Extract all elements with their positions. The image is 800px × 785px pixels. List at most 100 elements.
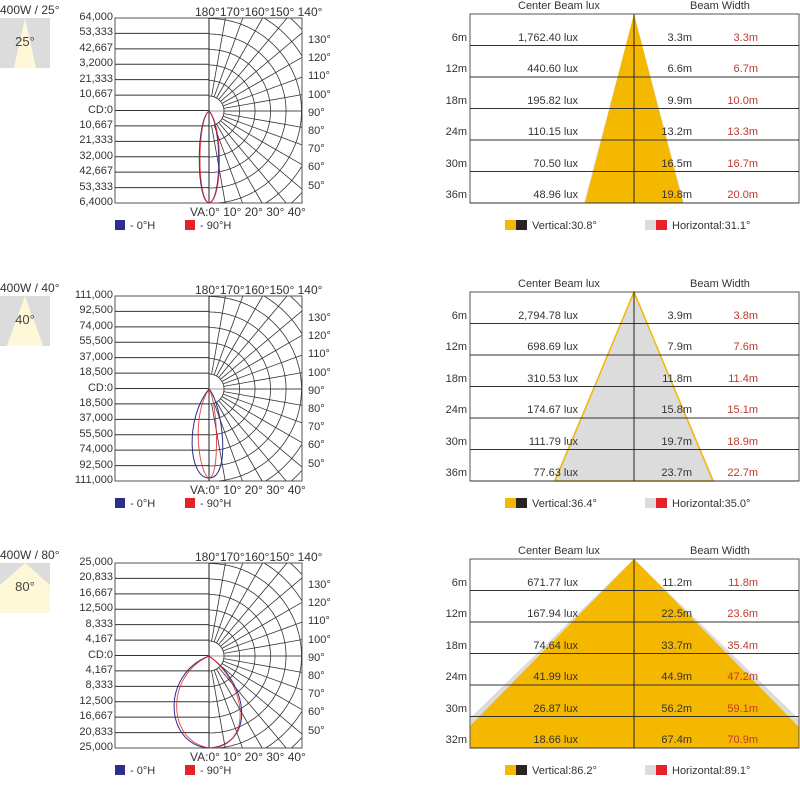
polar-spoke <box>221 601 303 649</box>
polar-spoke <box>221 396 303 444</box>
row-horizontal-width: 22.7m <box>727 467 758 479</box>
polar-spoke <box>218 122 287 204</box>
legend-swatch-90h <box>185 765 195 775</box>
polar-angle-label: 90° <box>308 651 325 664</box>
row-horizontal-width: 3.3m <box>733 31 758 44</box>
row-horizontal-width: 11.8m <box>728 576 758 589</box>
polar-spoke <box>216 123 263 204</box>
row-distance: 30m <box>445 435 467 448</box>
polar-angle-label: 100° <box>308 88 331 101</box>
row-horizontal-width: 35.4m <box>727 639 758 652</box>
legend-label-90h: - 90°H <box>200 498 232 510</box>
cd-tick-label: 18,500 <box>79 366 113 379</box>
row-center-lux: 74.64 lux <box>533 639 578 652</box>
row-center-lux: 698.69 lux <box>527 341 578 353</box>
polar-ring <box>290 18 302 204</box>
swatch-vertical-dark <box>516 220 527 230</box>
row-distance: 36m <box>445 189 467 201</box>
cd-tick-label: 10,667 <box>79 88 113 101</box>
cd-tick-label: 12,500 <box>79 694 113 707</box>
polar-angle-label: 110° <box>308 615 330 628</box>
polar-angle-label: 80° <box>308 125 325 137</box>
row-center-lux: 671.77 lux <box>527 576 578 589</box>
row-center-lux: 110.15 lux <box>528 126 578 138</box>
swatch-horizontal-accent <box>656 220 667 230</box>
legend-label-90h: - 90°H <box>200 765 232 777</box>
polar-spoke <box>211 562 226 642</box>
polar-angle-label: 130° <box>308 312 331 324</box>
polar-spoke <box>222 621 303 652</box>
polar-spoke <box>213 17 244 98</box>
cd-tick-label: 8,333 <box>85 617 113 630</box>
row-horizontal-width: 23.6m <box>727 608 758 620</box>
cd-tick-label: 18,500 <box>79 396 113 409</box>
polar-angle-label: 70° <box>308 688 325 701</box>
polar-angle-label: 120° <box>308 52 331 65</box>
header-beam-width: Beam Width <box>690 278 750 290</box>
row-horizontal-width: 10.0m <box>727 94 758 107</box>
beam-angle-label: 40° <box>15 312 35 327</box>
polar-spoke <box>213 295 244 376</box>
polar-angle-label: 70° <box>308 421 325 434</box>
cd-tick-label: 42,667 <box>79 165 113 178</box>
cd-tick-label: 25,000 <box>79 741 113 753</box>
polar-spoke <box>213 562 244 643</box>
polar-spoke <box>221 663 303 711</box>
header-beam-width: Beam Width <box>690 545 750 557</box>
row-center-lux: 310.53 lux <box>527 372 578 385</box>
row-distance: 30m <box>445 157 467 170</box>
polar-bottom-labels: VA:0° 10° 20° 30° 40° <box>190 205 306 219</box>
polar-spoke <box>218 562 288 645</box>
polar-spoke <box>223 372 303 387</box>
polar-spoke <box>221 56 303 104</box>
polar-angle-label: 90° <box>308 106 325 119</box>
polar-angle-label: 110° <box>308 348 330 361</box>
polar-spoke <box>221 334 303 382</box>
legend-vertical-label: Vertical:30.8° <box>532 220 597 232</box>
legend-label-90h: - 90°H <box>200 220 232 232</box>
polar-angle-label: 80° <box>308 403 325 415</box>
legend-swatch-0h <box>115 220 125 230</box>
polar-ring <box>290 296 302 482</box>
row-horizontal-width: 18.9m <box>727 435 758 448</box>
row-vertical-width: 11.8m <box>662 372 692 385</box>
cd-tick-label: 21,333 <box>79 134 113 147</box>
cd-tick-label: 42,667 <box>79 41 113 54</box>
curve-90h <box>197 388 218 479</box>
cd-tick-label: 8,333 <box>85 679 113 692</box>
chart-svg <box>114 558 800 749</box>
polar-spoke <box>213 669 243 749</box>
cd-tick-label: 21,333 <box>79 72 113 85</box>
legend-label-0h: - 0°H <box>130 765 156 777</box>
cd-tick-label: CD:0 <box>87 381 113 394</box>
polar-angle-label: 50° <box>308 724 325 737</box>
row-distance: 24m <box>445 671 467 683</box>
beam-angle-label: 25° <box>15 34 35 49</box>
polar-angle-label: 100° <box>308 633 331 646</box>
row-horizontal-width: 16.7m <box>727 157 758 170</box>
panel-title: 400W / 80° <box>0 548 60 562</box>
swatch-vertical-dark <box>516 498 527 508</box>
beam-angle-icon: 80° <box>0 563 50 613</box>
swatch-vertical <box>505 765 516 775</box>
row-distance: 32m <box>445 734 467 746</box>
legend-90h: - 90°H <box>185 220 231 232</box>
polar-angle-label: 130° <box>308 579 331 591</box>
row-horizontal-width: 15.1m <box>727 404 758 416</box>
polar-angle-label: 60° <box>308 161 325 174</box>
polar-angle-label: 120° <box>308 597 331 610</box>
panel-title: 400W / 40° <box>0 281 60 295</box>
row-vertical-width: 6.6m <box>667 63 692 75</box>
polar-top-labels: 180°170°160°150° 140° <box>195 5 323 19</box>
polar-spoke <box>213 402 243 482</box>
row-distance: 18m <box>445 372 467 385</box>
legend-horizontal: Horizontal:31.1° <box>645 220 750 232</box>
row-vertical-width: 19.8m <box>661 189 692 201</box>
cd-tick-label: 37,000 <box>79 412 113 425</box>
row-vertical-width: 67.4m <box>661 734 692 746</box>
row-vertical-width: 9.9m <box>667 94 692 107</box>
cd-tick-label: 16,667 <box>79 586 113 599</box>
polar-angle-label: 110° <box>308 70 330 83</box>
row-vertical-width: 19.7m <box>661 435 692 448</box>
row-vertical-width: 22.5m <box>661 608 692 620</box>
